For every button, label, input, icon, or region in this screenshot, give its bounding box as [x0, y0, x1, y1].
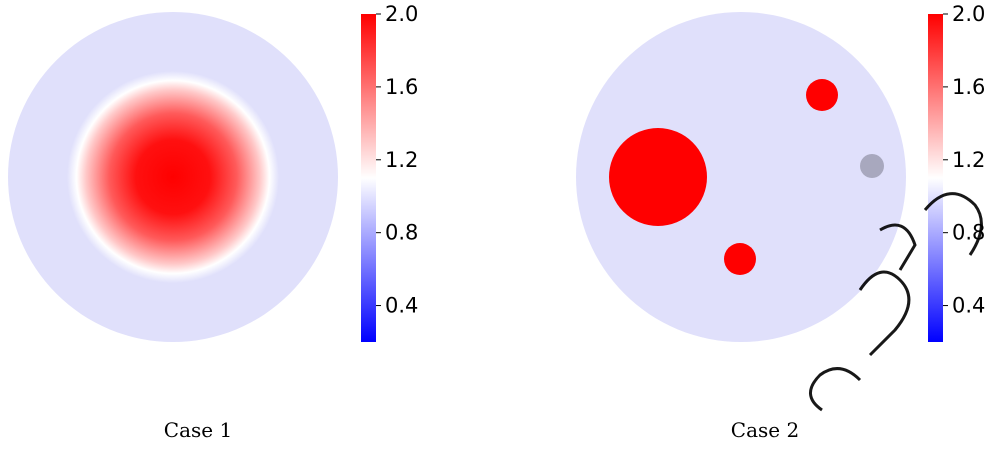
red-disk-small-bottom: [724, 243, 756, 275]
caption-case-2: Case 2: [730, 418, 800, 442]
watermark: [809, 192, 983, 412]
colorbar-tick-label: 0.4: [385, 294, 418, 318]
colorbar-2: 0.40.81.21.62.0: [928, 2, 985, 342]
smooth-bump-feature: [67, 71, 279, 283]
panel-case-2: 0.40.81.21.62.0: [576, 2, 985, 342]
colorbar-tick-label: 2.0: [952, 2, 985, 26]
red-disk-large: [609, 128, 707, 226]
low-value-disk: [860, 154, 884, 178]
colorbar-tick-label: 1.2: [385, 148, 418, 172]
colorbar-tick-label: 1.6: [952, 75, 985, 99]
colorbar-ticks: 0.40.81.21.62.0: [943, 2, 985, 318]
colorbar-bar: [361, 14, 376, 342]
colorbar-tick-label: 0.8: [385, 221, 418, 245]
colorbar-ticks: 0.4 0.8 1.2 1.6 2.0: [376, 2, 418, 318]
caption-case-1: Case 1: [163, 418, 233, 442]
colorbar-tick-label: 0.4: [952, 294, 985, 318]
panel-case-1: 0.4 0.8 1.2 1.6 2.0: [8, 2, 418, 342]
colorbar-1: 0.4 0.8 1.2 1.6 2.0: [361, 2, 418, 342]
colorbar-bar: [928, 14, 943, 342]
colorbar-tick-label: 1.6: [385, 75, 418, 99]
red-disk-small-top: [806, 79, 838, 111]
colorbar-tick-label: 1.2: [952, 148, 985, 172]
colorbar-tick-label: 2.0: [385, 2, 418, 26]
